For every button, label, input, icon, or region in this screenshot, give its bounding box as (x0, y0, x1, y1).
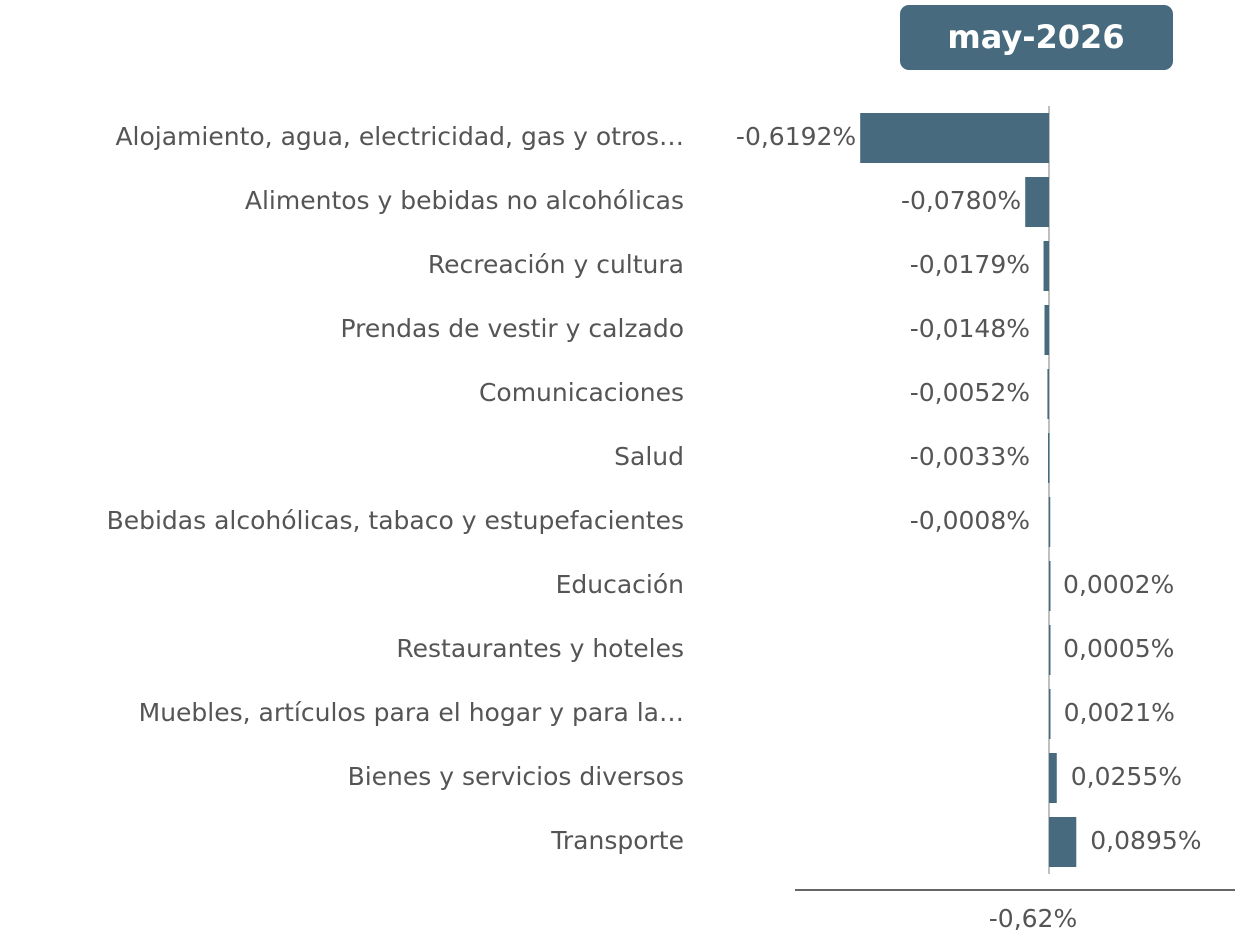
bar (1047, 369, 1049, 419)
bar (1025, 177, 1049, 227)
chart-title: may-2026 (947, 18, 1124, 56)
category-label: Educación (556, 570, 684, 599)
title-badge (900, 5, 1173, 70)
category-label: Prendas de vestir y calzado (341, 314, 684, 343)
value-label: -0,0052% (910, 378, 1030, 407)
bar (1048, 497, 1051, 547)
bar (1048, 625, 1051, 675)
value-label: -0,6192% (736, 122, 856, 151)
category-label: Salud (614, 442, 684, 471)
value-label: 0,0002% (1063, 570, 1174, 599)
value-label: 0,0005% (1063, 634, 1174, 663)
value-label: -0,0179% (910, 250, 1030, 279)
bar (1048, 817, 1077, 867)
category-label: Recreación y cultura (428, 250, 684, 279)
value-label: -0,0033% (910, 442, 1030, 471)
bar (1044, 305, 1049, 355)
bar (1043, 241, 1049, 291)
value-label: 0,0021% (1064, 698, 1175, 727)
bar (1048, 753, 1057, 803)
bar (1048, 689, 1051, 739)
footer: -0,62% (989, 904, 1077, 933)
category-label: Transporte (550, 826, 684, 855)
value-label: -0,0148% (910, 314, 1030, 343)
bar (1048, 561, 1051, 611)
category-label: Alimentos y bebidas no alcohólicas (245, 186, 684, 215)
value-label: -0,0780% (901, 186, 1021, 215)
category-label: Alojamiento, agua, electricidad, gas y o… (115, 122, 684, 151)
value-label: 0,0255% (1071, 762, 1182, 791)
category-label: Restaurantes y hoteles (396, 634, 684, 663)
bar (1047, 433, 1050, 483)
value-label: -0,0008% (910, 506, 1030, 535)
value-label: 0,0895% (1090, 826, 1201, 855)
category-label: Bebidas alcohólicas, tabaco y estupefaci… (107, 506, 684, 535)
bar (860, 113, 1049, 163)
category-label: Muebles, artículos para el hogar y para … (139, 698, 684, 727)
category-label: Bienes y servicios diversos (348, 762, 684, 791)
category-label: Comunicaciones (479, 378, 684, 407)
